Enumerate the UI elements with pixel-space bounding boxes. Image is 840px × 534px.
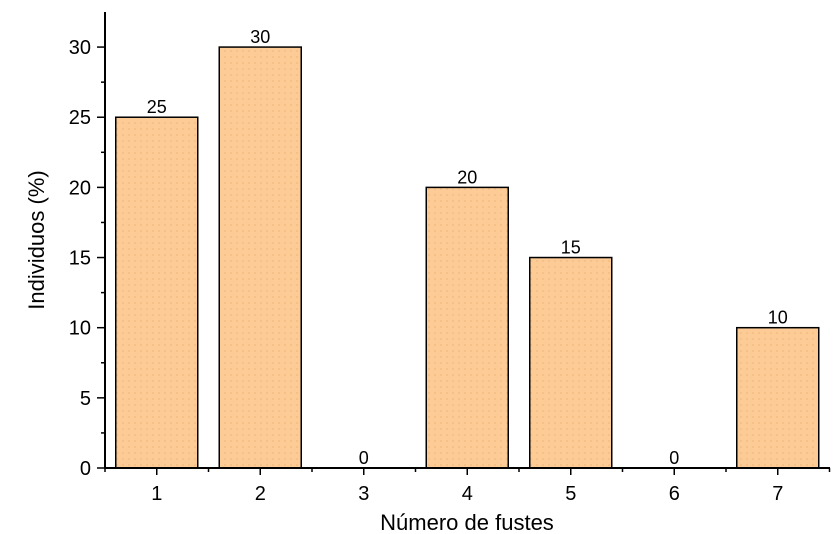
x-tick-label-5: 5 (565, 483, 576, 505)
y-tick-label-30: 30 (69, 37, 91, 59)
x-tick-label-3: 3 (358, 483, 369, 505)
bar-5 (529, 256, 613, 469)
bar-2 (218, 46, 302, 469)
data-labels-layer: 25 30 0 20 15 0 10 (147, 27, 788, 468)
y-axis-title: Individuos (%) (24, 170, 49, 309)
bars-layer (115, 46, 820, 469)
bar-4 (425, 186, 509, 469)
x-tick-label-7: 7 (772, 483, 783, 505)
data-label-1: 25 (147, 97, 167, 117)
y-tick-label-20: 20 (69, 177, 91, 199)
x-tick-label-1: 1 (151, 483, 162, 505)
y-tick-label-0: 0 (80, 458, 91, 480)
x-tick-label-4: 4 (462, 483, 473, 505)
bar-1 (115, 116, 199, 469)
bar-7 (736, 326, 820, 469)
data-label-2: 30 (250, 27, 270, 47)
y-tick-label-15: 15 (69, 248, 91, 270)
y-tick-label-5: 5 (80, 388, 91, 410)
x-axis-title: Número de fustes (380, 510, 554, 534)
data-label-6: 0 (669, 448, 679, 468)
x-tick-label-2: 2 (255, 483, 266, 505)
y-tick-label-10: 10 (69, 318, 91, 340)
axes-layer: 1 2 3 4 5 6 7 0 5 10 15 20 25 30 (69, 12, 831, 505)
data-label-3: 0 (359, 448, 369, 468)
data-label-7: 10 (768, 308, 788, 328)
x-tick-label-6: 6 (669, 483, 680, 505)
data-label-5: 15 (561, 238, 581, 258)
y-tick-label-25: 25 (69, 107, 91, 129)
data-label-4: 20 (457, 167, 477, 187)
